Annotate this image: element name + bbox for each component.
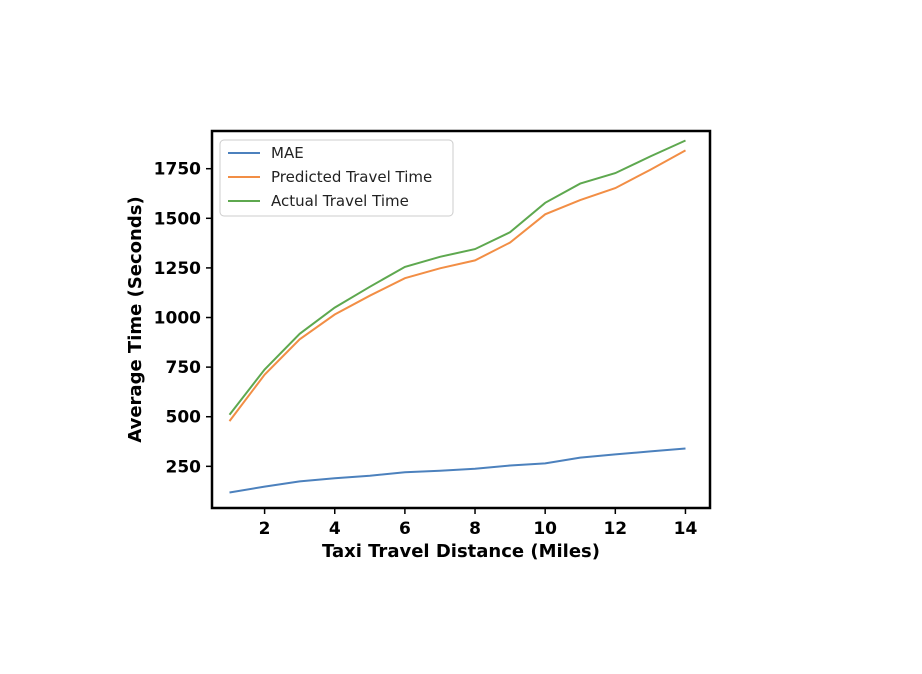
- x-tick-label: 14: [674, 519, 698, 539]
- x-axis: 2 4 6 8 10 12 14: [259, 508, 698, 539]
- plot-lines: [228, 139, 686, 494]
- series-line-2: [228, 139, 686, 416]
- y-tick-label: 750: [166, 358, 202, 378]
- legend: MAE Predicted Travel Time Actual Travel Ti…: [219, 139, 454, 217]
- y-tick-label: 1500: [154, 209, 201, 229]
- legend-label: MAE: [271, 144, 304, 162]
- x-tick-label: 4: [329, 519, 341, 539]
- x-tick-label: 12: [603, 519, 627, 539]
- series-line-0: [229, 447, 686, 494]
- x-tick-label: 8: [469, 519, 481, 539]
- legend-box: [219, 139, 454, 217]
- y-tick-label: 250: [166, 457, 202, 477]
- legend-label: Actual Travel Time: [271, 192, 409, 210]
- y-tick-label: 1750: [154, 160, 201, 180]
- legend-label: Predicted Travel Time: [271, 168, 432, 186]
- y-tick-label: 500: [166, 408, 202, 428]
- y-axis-title: Average Time (Seconds): [125, 196, 146, 442]
- y-axis: 250 500 750 1000 1250 1500 1750: [154, 160, 212, 477]
- series-line-1: [228, 149, 686, 422]
- x-tick-label: 10: [533, 519, 557, 539]
- y-tick-label: 1000: [154, 309, 201, 329]
- plot-frame: [210, 129, 712, 510]
- x-tick-label: 6: [399, 519, 411, 539]
- y-tick-label: 1250: [154, 259, 201, 279]
- x-tick-label: 2: [259, 519, 271, 539]
- x-axis-title: Taxi Travel Distance (Miles): [322, 541, 600, 562]
